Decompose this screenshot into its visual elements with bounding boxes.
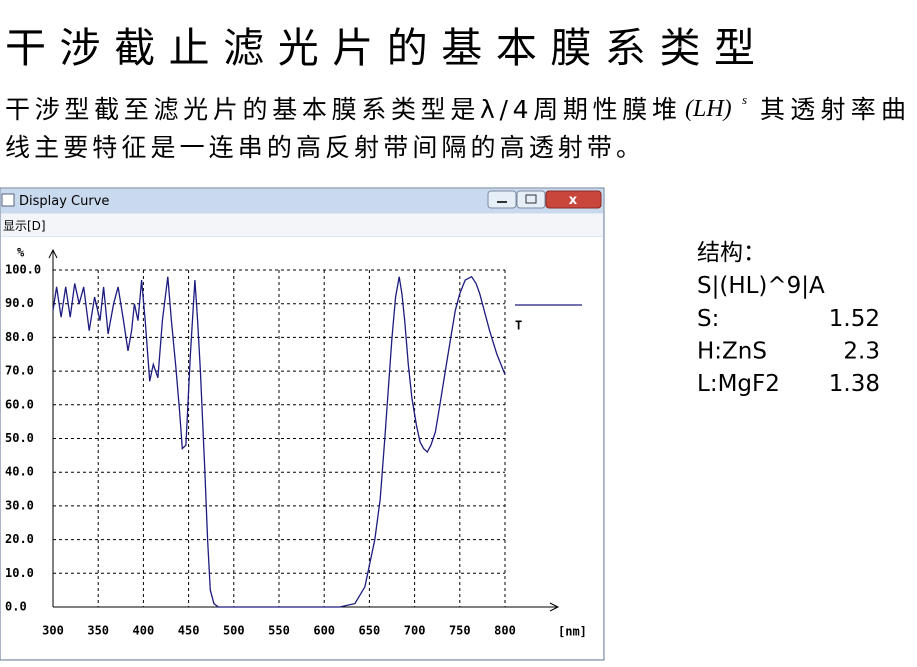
legend-label: T: [515, 319, 522, 333]
menu-item[interactable]: 显示[D]: [3, 219, 46, 233]
y-axis-label: %: [17, 246, 25, 260]
x-tick-label: 450: [178, 624, 200, 638]
structure-heading: 结构：: [697, 240, 766, 266]
x-tick-label: 650: [359, 624, 381, 638]
x-tick-label: 600: [313, 624, 335, 638]
material-index: 1.38: [829, 371, 880, 397]
body-text: 线主要特征是一连串的高反射带间隔的高透射带。: [5, 133, 641, 162]
x-tick-label: 400: [133, 624, 155, 638]
formula: (LH): [685, 96, 732, 122]
formula-superscript: s: [742, 92, 747, 107]
x-tick-label: 550: [268, 624, 290, 638]
materials: S: 1.52 H:ZnS 2.3 L:MgF2 1.38: [697, 306, 880, 397]
series-line: [52, 275, 506, 608]
x-tick-label: 750: [449, 624, 471, 638]
material-label: L:MgF2: [697, 371, 780, 397]
y-tick-label: 10.0: [5, 566, 34, 580]
body-text: 其透射率曲: [760, 95, 906, 124]
x-tick-label: 500: [223, 624, 245, 638]
minimize-button[interactable]: [487, 190, 517, 209]
window-icon: [1, 193, 15, 207]
y-tick-label: 30.0: [5, 498, 34, 512]
chart: 0.0 10.0 20.0 30.0 40.0 50.0 60.0 70.0 80.0 90.0 1…: [5, 246, 587, 639]
material-label: H:ZnS: [697, 339, 767, 365]
x-tick-label: 700: [404, 624, 426, 638]
x-axis-label: [nm]: [558, 625, 587, 639]
material-index: 2.3: [843, 339, 880, 365]
y-tick-label: 20.0: [5, 532, 34, 546]
y-axis-arrow: [48, 248, 58, 259]
window-title: Display Curve: [19, 194, 109, 209]
slide-title: 干涉截止滤光片的基本膜系类型: [5, 24, 755, 72]
y-tick-label: 90.0: [5, 296, 34, 310]
y-tick-label: 100.0: [5, 263, 41, 277]
y-tick-label: 0.0: [5, 600, 27, 614]
y-tick-label: 80.0: [5, 330, 34, 344]
y-tick-label: 50.0: [5, 431, 34, 445]
maximize-icon: [525, 194, 537, 204]
x-tick-label: 350: [87, 624, 109, 638]
material-label: S:: [697, 306, 719, 332]
x-tick-label: 800: [494, 624, 516, 638]
body-text: 干涉型截至滤光片的基本膜系类型是λ/4周期性膜堆: [5, 95, 677, 124]
y-tick-label: 70.0: [5, 364, 34, 378]
menu-bar: [1, 214, 603, 236]
structure-stack: S|(HL)^9|A: [697, 273, 825, 299]
x-tick-label: 300: [42, 624, 64, 638]
plot-area: [1, 237, 603, 659]
maximize-button[interactable]: [516, 190, 546, 209]
close-button[interactable]: [545, 190, 602, 209]
x-axis-arrow: [549, 602, 560, 612]
material-index: 1.52: [829, 306, 880, 332]
y-tick-label: 60.0: [5, 397, 34, 411]
y-tick-label: 40.0: [5, 465, 34, 479]
close-icon: x: [569, 193, 578, 208]
